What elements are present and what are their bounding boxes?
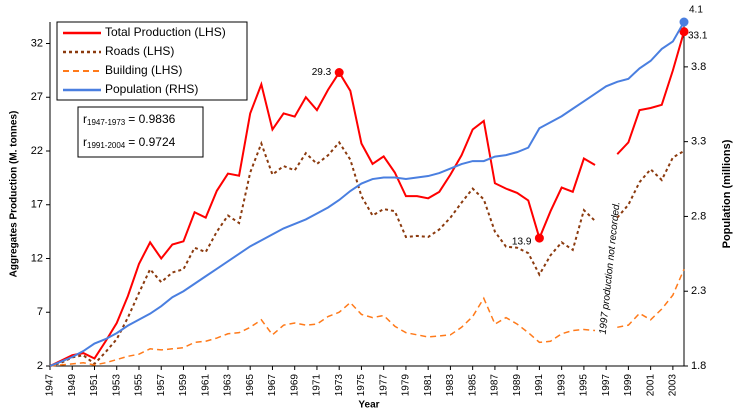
x-tick-label: 1961 <box>200 374 211 397</box>
correlation-symbol: r <box>83 135 87 149</box>
y2-axis-title: Population (millions) <box>721 139 733 248</box>
y-tick-label: 27 <box>31 91 43 103</box>
x-tick-label: 1985 <box>467 374 478 397</box>
series-line <box>49 140 685 367</box>
x-tick-label: 1981 <box>423 374 434 397</box>
legend-box <box>56 21 248 101</box>
y2-tick-label: 2.3 <box>691 285 706 297</box>
x-tick-label: 1977 <box>378 374 389 397</box>
x-tick-label: 1953 <box>111 374 122 397</box>
x-tick-label: 1947 <box>45 374 56 397</box>
correlation: r1947-1973 = 0.9836 <box>83 112 176 127</box>
x-tick-label: 1989 <box>512 374 523 397</box>
data-label: 29.3 <box>312 67 332 78</box>
highlight-point <box>334 68 344 78</box>
y2-tick-label: 2.8 <box>691 210 706 222</box>
correlation-value: = 0.9724 <box>128 135 175 149</box>
x-tick-label: 1995 <box>579 374 590 397</box>
x-tick-label: 1993 <box>556 374 567 397</box>
x-tick-label: 1975 <box>356 374 367 397</box>
y2-tick-label: 1.8 <box>691 360 706 372</box>
y2-tick-label: 3.8 <box>691 61 706 73</box>
highlight-point <box>679 27 689 37</box>
stats-box <box>77 106 204 158</box>
x-tick-label: 1951 <box>89 374 100 397</box>
y-tick-label: 12 <box>31 252 43 264</box>
note: 1997 production not recorded. <box>598 201 623 335</box>
y-tick-label: 22 <box>31 145 43 157</box>
x-tick-label: 1965 <box>245 374 256 397</box>
correlation-period: 1991-2004 <box>87 141 126 150</box>
x-tick-label: 1997 <box>601 374 612 397</box>
x-axis-title: Year <box>358 400 379 411</box>
y-tick-label: 17 <box>31 199 43 211</box>
legend-label: Building (LHS) <box>105 63 182 77</box>
series-line <box>49 21 685 367</box>
x-tick-label: 1957 <box>156 374 167 397</box>
y-axis-title: Aggregates Production (M. tonnes) <box>9 111 20 278</box>
x-tick-label: 1987 <box>490 374 501 397</box>
x-tick-label: 1983 <box>445 374 456 397</box>
legend-label: Roads (LHS) <box>105 44 174 58</box>
correlation-symbol: r <box>83 112 87 126</box>
correlation: r1991-2004 = 0.9724 <box>83 135 176 150</box>
data-label: 33.1 <box>688 30 708 41</box>
x-tick-label: 1979 <box>401 374 412 397</box>
data-label: 4.1 <box>689 5 703 16</box>
x-tick-label: 1949 <box>67 374 78 397</box>
x-tick-label: 1959 <box>178 374 189 397</box>
x-tick-label: 1999 <box>623 374 634 397</box>
highlight-point <box>534 233 544 243</box>
x-tick-label: 1991 <box>534 374 545 397</box>
legend-label: Total Production (LHS) <box>105 25 226 39</box>
correlation-value: = 0.9836 <box>128 112 175 126</box>
y-tick-label: 7 <box>37 306 43 318</box>
x-tick-label: 1963 <box>223 374 234 397</box>
x-tick-label: 1971 <box>312 374 323 397</box>
x-tick-label: 2001 <box>645 374 656 397</box>
y-tick-label: 2 <box>37 360 43 372</box>
x-tick-label: 1973 <box>334 374 345 397</box>
y-tick-label: 32 <box>31 37 43 49</box>
x-tick-label: 2003 <box>668 374 679 397</box>
legend-label: Population (RHS) <box>105 82 198 96</box>
y2-tick-label: 3.3 <box>691 136 706 148</box>
series-line <box>49 268 685 367</box>
x-tick-label: 1969 <box>289 374 300 397</box>
series-line <box>49 31 685 367</box>
x-tick-label: 1967 <box>267 374 278 397</box>
x-tick-label: 1955 <box>134 374 145 397</box>
data-label: 13.9 <box>512 237 532 248</box>
highlight-point <box>679 17 689 27</box>
correlation-period: 1947-1973 <box>87 118 126 127</box>
